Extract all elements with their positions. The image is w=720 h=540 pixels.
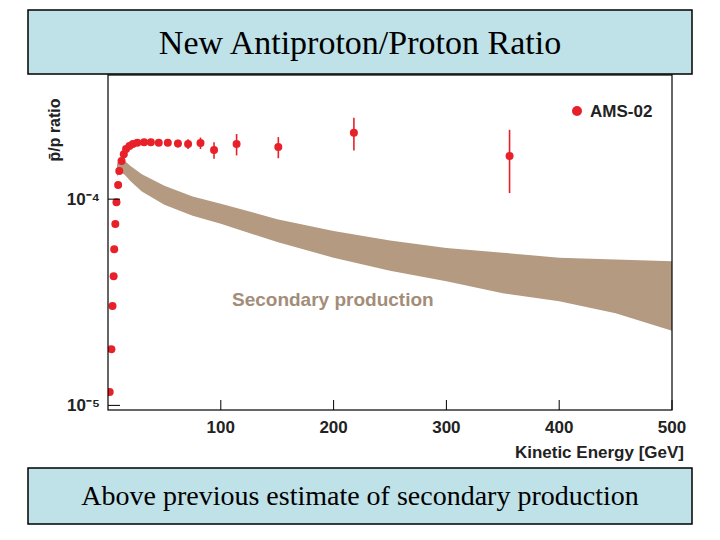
background — [0, 0, 720, 540]
data-point — [196, 139, 204, 147]
data-point — [350, 129, 358, 137]
y-tick — [108, 199, 120, 200]
data-point — [115, 167, 123, 175]
data-point — [110, 245, 118, 253]
x-tick — [672, 400, 673, 410]
data-point — [174, 140, 182, 148]
legend-label: AMS-02 — [590, 102, 652, 121]
annotation-box — [28, 468, 692, 524]
data-point — [233, 140, 241, 148]
title-box — [28, 10, 692, 74]
x-tick — [559, 400, 560, 410]
x-tick-label: 200 — [319, 418, 347, 437]
secondary-band — [117, 159, 672, 330]
y-tick-label: 10⁻⁴ — [67, 190, 100, 209]
data-point — [118, 157, 126, 165]
y-tick-label: 10⁻⁵ — [67, 396, 100, 415]
x-tick — [220, 400, 221, 410]
data-point — [506, 152, 514, 160]
x-tick-label: 500 — [658, 418, 686, 437]
x-tick — [333, 400, 334, 410]
data-point — [114, 181, 122, 189]
x-tick-label: 300 — [432, 418, 460, 437]
data-point — [111, 220, 119, 228]
plot-data — [108, 118, 672, 396]
x-tick-label: 400 — [545, 418, 573, 437]
band-label: Secondary production — [232, 289, 434, 310]
slide: 100 200 300 400 500 10⁻⁵ 10⁻⁴ Kinetic Energy [G… — [0, 0, 720, 540]
data-point — [155, 139, 163, 147]
data-point — [184, 140, 192, 148]
data-point — [210, 146, 218, 154]
data-point — [108, 345, 115, 353]
legend-marker — [572, 106, 582, 116]
x-tick-label: 100 — [207, 418, 235, 437]
title: New Antiproton/Proton Ratio — [159, 24, 561, 61]
annotation: Above previous estimate of secondary pro… — [81, 480, 639, 511]
y-axis-label: p̄/p ratio — [46, 98, 63, 161]
x-tick — [446, 400, 447, 410]
plot-frame — [108, 75, 672, 410]
error-bar — [509, 130, 511, 193]
data-point — [164, 139, 172, 147]
x-axis-label: Kinetic Energy [GeV] — [515, 443, 684, 462]
data-point — [109, 302, 117, 310]
data-point — [108, 388, 114, 396]
data-point — [274, 143, 282, 151]
y-tick — [108, 405, 120, 406]
data-point — [110, 272, 118, 280]
data-point — [147, 138, 155, 146]
